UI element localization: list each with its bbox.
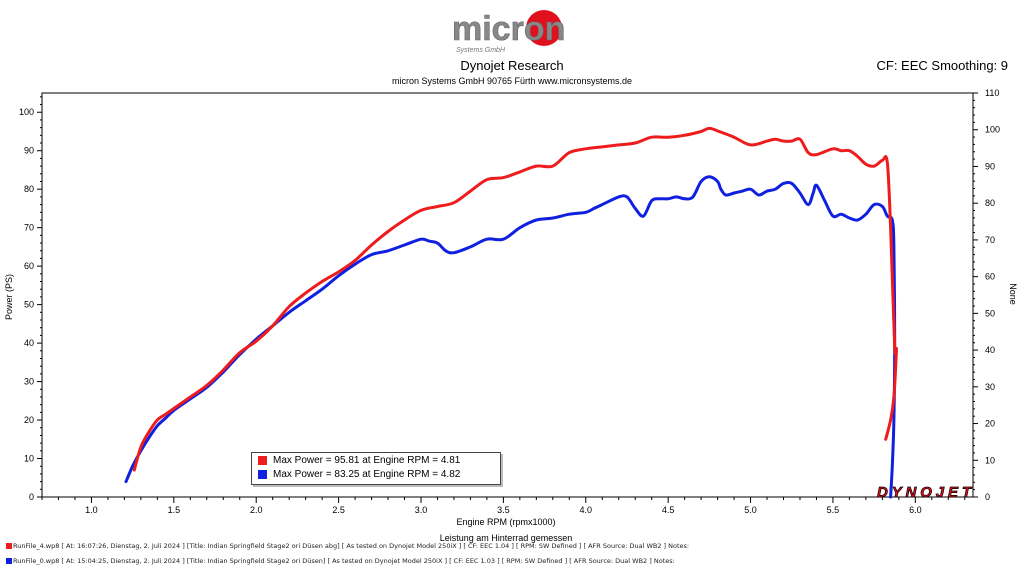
svg-text:micron: micron: [452, 10, 565, 48]
legend-item-blue: Max Power = 83.25 at Engine RPM = 4.82: [258, 469, 460, 480]
y2-tick-label: 80: [985, 198, 995, 208]
run-file-info-2: RunFile_0.wp8 [ At: 15:04:25, Dienstag, …: [6, 557, 675, 565]
x-tick-label: 1.5: [168, 505, 181, 515]
chart-title: Dynojet Research: [460, 58, 564, 73]
run-file-info-1: RunFile_4.wp8 [ At: 16:07:26, Dienstag, …: [6, 542, 689, 550]
y2-tick-label: 20: [985, 419, 995, 429]
y-tick-label: 60: [24, 261, 34, 271]
x-tick-label: 3.0: [415, 505, 428, 515]
y-tick-label: 70: [24, 223, 34, 233]
y2-tick-label: 100: [985, 125, 1000, 135]
run-file-swatch-red: [6, 543, 12, 549]
series-layer: [124, 126, 898, 499]
y2-tick-label: 60: [985, 272, 995, 282]
legend-item-red: Max Power = 95.81 at Engine RPM = 4.81: [258, 455, 460, 466]
svg-text:Systems GmbH: Systems GmbH: [456, 47, 506, 54]
y2-tick-label: 110: [985, 88, 999, 98]
x-tick-label: 3.5: [497, 505, 510, 515]
correction-factor-label: CF: EEC Smoothing: 9: [876, 58, 1009, 73]
y2-tick-label: 70: [985, 235, 995, 245]
y2-axis-label: None: [1008, 283, 1018, 305]
y-axis-label: Power (PS): [4, 274, 14, 320]
y2-tick-label: 10: [985, 455, 995, 465]
y-tick-label: 40: [24, 338, 34, 348]
x-tick-label: 6.0: [909, 505, 922, 515]
legend-label-blue: Max Power = 83.25 at Engine RPM = 4.82: [273, 469, 461, 480]
y2-tick-label: 40: [985, 345, 995, 355]
plot-area: [41, 92, 974, 498]
plot-frame: [41, 92, 974, 498]
axes-layer: 1.0 1.5 2.0 2.5 3.0 3.5 4.0 4.5 5.0 5.5 6.0 0 10 20 30…: [19, 88, 1000, 515]
x-tick-label: 4.5: [662, 505, 675, 515]
x-tick-label: 5.5: [827, 505, 840, 515]
legend-label-red: Max Power = 95.81 at Engine RPM = 4.81: [273, 455, 461, 466]
x-tick-label: 5.0: [744, 505, 757, 515]
x-tick-label: 4.0: [580, 505, 593, 515]
x-tick-label: 2.0: [250, 505, 263, 515]
series-line-red: [132, 126, 898, 472]
legend-swatch-red: [258, 456, 267, 465]
x-axis-label-2: Leistung am Hinterrad gemessen: [440, 533, 573, 543]
chart-legend: Max Power = 95.81 at Engine RPM = 4.81 M…: [251, 452, 501, 485]
y-tick-label: 10: [24, 454, 34, 464]
y-tick-label: 50: [24, 300, 34, 310]
dynojet-logo: DYNOJET: [877, 484, 973, 501]
x-tick-label: 1.0: [85, 505, 98, 515]
y2-tick-label: 30: [985, 382, 995, 392]
x-axis-label: Engine RPM (rpmx1000): [456, 517, 555, 527]
series-line-blue: [124, 175, 897, 499]
y-tick-label: 90: [24, 146, 34, 156]
y-tick-label: 0: [29, 492, 34, 502]
run-file-swatch-blue: [6, 558, 12, 564]
legend-swatch-blue: [258, 470, 267, 479]
y2-tick-label: 50: [985, 308, 995, 318]
y-tick-label: 80: [24, 184, 34, 194]
x-tick-label: 2.5: [332, 505, 345, 515]
y-tick-label: 20: [24, 415, 34, 425]
chart-subtitle: micron Systems GmbH 90765 Fürth www.micr…: [391, 76, 633, 86]
micron-logo: micron Systems GmbH: [446, 8, 578, 56]
y-tick-label: 30: [24, 377, 34, 387]
y-tick-label: 100: [19, 107, 34, 117]
y2-tick-label: 0: [985, 492, 990, 502]
y2-tick-label: 90: [985, 161, 995, 171]
